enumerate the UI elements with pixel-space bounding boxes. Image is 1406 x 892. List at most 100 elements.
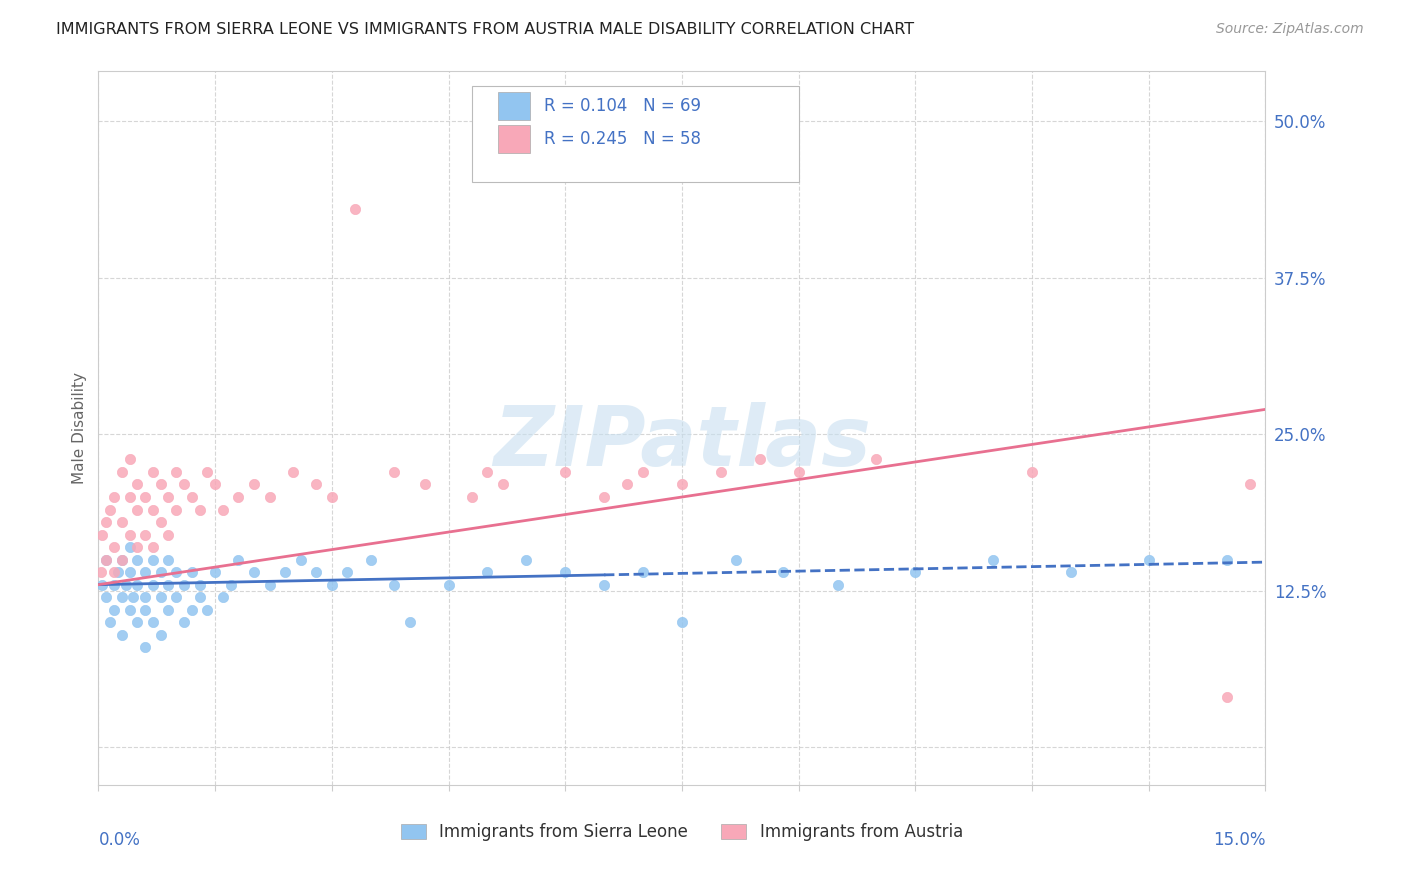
Point <box>173 577 195 591</box>
Point <box>103 577 125 591</box>
Point <box>382 465 405 479</box>
Point <box>554 465 576 479</box>
Point <box>321 577 343 591</box>
Text: ZIPatlas: ZIPatlas <box>494 402 870 483</box>
Point <box>127 477 149 491</box>
Point <box>593 577 616 591</box>
Point <box>360 552 382 566</box>
Point <box>118 603 141 617</box>
Text: 15.0%: 15.0% <box>1213 831 1265 849</box>
Point <box>305 565 328 579</box>
Point <box>787 465 810 479</box>
Point <box>336 565 359 579</box>
Point <box>710 465 733 479</box>
Point <box>134 640 156 655</box>
Point <box>142 540 165 554</box>
Point <box>173 615 195 630</box>
Point <box>96 552 118 566</box>
Point <box>103 540 125 554</box>
Point <box>142 615 165 630</box>
Point <box>305 477 328 491</box>
Text: R = 0.245   N = 58: R = 0.245 N = 58 <box>544 130 702 148</box>
Point <box>981 552 1004 566</box>
Point <box>142 465 165 479</box>
Point <box>118 452 141 467</box>
Point <box>114 577 136 591</box>
Bar <box>498 92 530 120</box>
Point <box>157 527 180 541</box>
Point <box>134 565 156 579</box>
Point <box>96 552 118 566</box>
Point <box>165 565 187 579</box>
Point <box>219 577 242 591</box>
Point <box>118 490 141 504</box>
Point <box>748 452 770 467</box>
Point <box>671 615 693 630</box>
Point <box>107 565 129 579</box>
Point <box>437 577 460 591</box>
Y-axis label: Male Disability: Male Disability <box>72 372 87 484</box>
Text: Source: ZipAtlas.com: Source: ZipAtlas.com <box>1216 22 1364 37</box>
Point <box>290 552 312 566</box>
Point <box>149 565 172 579</box>
Point <box>281 465 304 479</box>
Point <box>96 590 118 604</box>
Legend: Immigrants from Sierra Leone, Immigrants from Austria: Immigrants from Sierra Leone, Immigrants… <box>394 817 970 848</box>
Point <box>127 540 149 554</box>
Point <box>671 477 693 491</box>
Point <box>1215 690 1237 705</box>
Point <box>904 565 927 579</box>
Point <box>259 490 281 504</box>
Point <box>127 502 149 516</box>
Point <box>492 477 515 491</box>
Point <box>96 515 118 529</box>
Point <box>204 565 226 579</box>
Point <box>149 590 172 604</box>
Point <box>118 527 141 541</box>
Point <box>103 603 125 617</box>
Point <box>111 590 134 604</box>
Point <box>165 590 187 604</box>
Point <box>631 565 654 579</box>
Point <box>142 552 165 566</box>
Point <box>173 477 195 491</box>
Point <box>631 465 654 479</box>
Point <box>103 565 125 579</box>
Point <box>212 502 235 516</box>
Point <box>90 565 112 579</box>
Point <box>127 552 149 566</box>
Point <box>180 565 202 579</box>
Point <box>616 477 638 491</box>
Point <box>122 590 145 604</box>
Point <box>274 565 297 579</box>
Point <box>134 590 156 604</box>
Point <box>461 490 484 504</box>
Bar <box>498 126 530 153</box>
Point <box>157 490 180 504</box>
Text: 0.0%: 0.0% <box>98 831 141 849</box>
Point <box>111 552 134 566</box>
Point <box>111 465 134 479</box>
Point <box>188 502 211 516</box>
Point <box>827 577 849 591</box>
Point <box>321 490 343 504</box>
Point <box>111 552 134 566</box>
Point <box>772 565 794 579</box>
Point <box>1215 552 1237 566</box>
Point <box>157 577 180 591</box>
Text: IMMIGRANTS FROM SIERRA LEONE VS IMMIGRANTS FROM AUSTRIA MALE DISABILITY CORRELAT: IMMIGRANTS FROM SIERRA LEONE VS IMMIGRAN… <box>56 22 914 37</box>
Point <box>127 577 149 591</box>
Point <box>413 477 436 491</box>
Point <box>157 603 180 617</box>
Point <box>344 202 367 216</box>
Point <box>118 540 141 554</box>
Point <box>98 615 121 630</box>
Point <box>142 502 165 516</box>
Point <box>98 502 121 516</box>
Point <box>111 515 134 529</box>
Point <box>1137 552 1160 566</box>
Point <box>118 565 141 579</box>
Point <box>134 527 156 541</box>
Point <box>204 477 226 491</box>
Point <box>165 465 187 479</box>
